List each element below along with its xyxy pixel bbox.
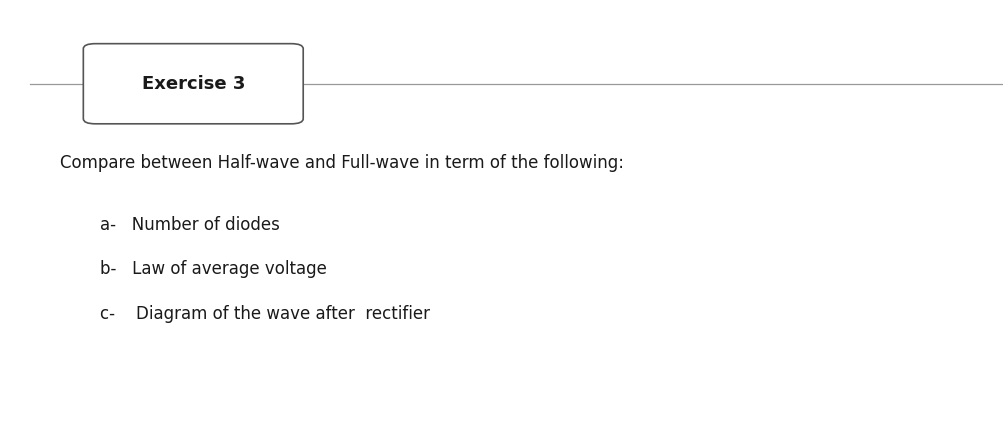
FancyBboxPatch shape <box>83 44 303 124</box>
Text: a-   Number of diodes: a- Number of diodes <box>100 216 280 234</box>
Text: c-    Diagram of the wave after  rectifier: c- Diagram of the wave after rectifier <box>100 305 430 323</box>
Text: Exercise 3: Exercise 3 <box>141 75 245 93</box>
Text: b-   Law of average voltage: b- Law of average voltage <box>100 260 327 278</box>
Text: Compare between Half-wave and Full-wave in term of the following:: Compare between Half-wave and Full-wave … <box>60 154 624 172</box>
